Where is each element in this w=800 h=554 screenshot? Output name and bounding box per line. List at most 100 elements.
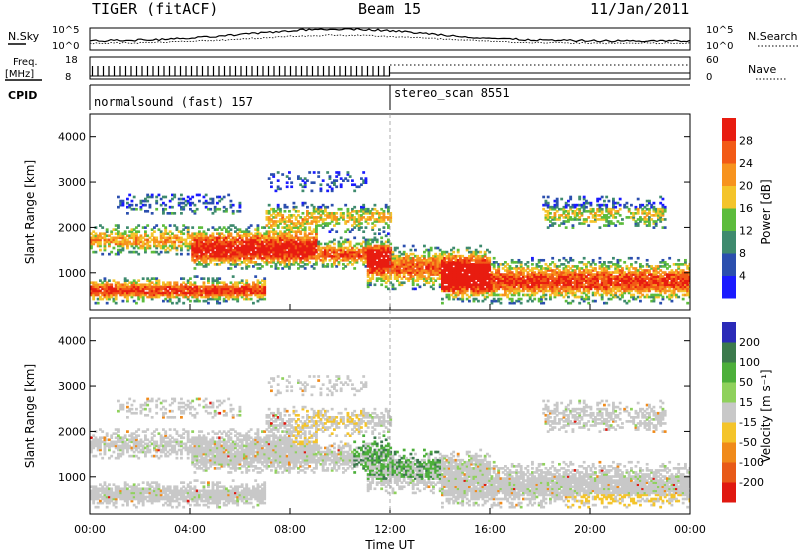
power-cell: [204, 295, 208, 299]
power-cell: [380, 273, 384, 276]
power-cell: [418, 265, 422, 268]
power-cell: [625, 301, 629, 305]
power-cell: [558, 265, 561, 268]
power-cell: [589, 201, 593, 205]
power-cell: [177, 240, 181, 244]
power-cell: [371, 265, 375, 268]
power-cell: [195, 252, 199, 256]
power-cell: [180, 201, 183, 205]
power-cell: [524, 287, 528, 291]
power-cell: [389, 248, 393, 252]
power-cell: [578, 281, 582, 285]
power-cell: [627, 299, 631, 303]
power-cell: [429, 271, 433, 274]
power-cell: [198, 193, 201, 197]
power-cell: [209, 289, 213, 293]
power-cell: [627, 287, 631, 291]
power-cell: [418, 271, 422, 274]
power-cell: [258, 254, 262, 258]
power-cell: [425, 263, 429, 266]
power-cell: [389, 273, 393, 276]
power-cell: [202, 265, 206, 268]
power-cell: [486, 256, 489, 260]
power-cell: [249, 224, 253, 227]
power-cell: [126, 289, 129, 293]
power-cell: [623, 203, 627, 207]
power-cell: [488, 261, 492, 264]
power-cell: [308, 226, 312, 229]
power-cell: [90, 244, 93, 248]
power-cell: [393, 277, 397, 280]
power-cell: [589, 283, 593, 287]
power-cell: [612, 197, 615, 201]
power-cell: [477, 269, 480, 272]
power-cell: [587, 297, 591, 301]
power-cell: [308, 216, 312, 219]
power-cell: [186, 234, 190, 238]
power-cell: [175, 293, 179, 297]
power-cell: [112, 291, 116, 295]
power-cell: [477, 291, 480, 295]
power-cell: [508, 277, 512, 280]
power-cell: [193, 287, 197, 291]
power-cell: [218, 232, 222, 236]
power-cell: [450, 273, 453, 276]
power-cell: [418, 269, 422, 272]
power-cell: [398, 263, 402, 266]
power-cell: [299, 242, 303, 246]
power-cell: [432, 256, 435, 260]
power-cell: [549, 285, 552, 289]
power-cell: [261, 240, 264, 244]
power-cell: [276, 187, 280, 191]
power-cell: [103, 240, 107, 244]
power-cell: [587, 269, 591, 272]
power-cell: [630, 285, 633, 289]
power-cell: [342, 252, 345, 256]
power-cell: [200, 277, 204, 280]
power-cell: [405, 277, 408, 280]
power-cell: [209, 197, 213, 201]
power-cell: [639, 279, 642, 283]
power-cell: [409, 265, 413, 268]
power-cell: [594, 269, 597, 272]
power-cell: [495, 261, 498, 264]
power-cell: [288, 224, 291, 227]
power-cell: [636, 197, 640, 201]
power-cell: [168, 230, 172, 234]
power-cell: [648, 222, 651, 225]
power-cell: [564, 287, 568, 291]
power-cell: [450, 283, 453, 287]
power-cell: [472, 279, 476, 283]
power-cell: [184, 199, 188, 203]
power-cell: [234, 246, 237, 250]
power-cell: [355, 246, 359, 250]
power-cell: [614, 224, 618, 227]
power-cell: [346, 214, 350, 217]
power-cell: [216, 287, 219, 291]
power-cell: [195, 285, 199, 289]
power-cell: [558, 224, 561, 227]
power-cell: [195, 275, 199, 278]
power-cell: [94, 281, 98, 285]
power-cell: [150, 212, 154, 215]
power-cell: [258, 281, 262, 285]
power-cell: [182, 207, 186, 211]
power-cell: [267, 252, 271, 256]
power-cell: [553, 273, 557, 276]
power-cell: [297, 256, 300, 260]
power-cell: [591, 293, 595, 297]
power-cell: [211, 244, 215, 248]
power-cell: [301, 222, 305, 225]
power-cell: [301, 252, 305, 256]
power-cell: [450, 267, 453, 270]
power-cell: [297, 263, 300, 266]
power-cell: [155, 250, 159, 254]
power-cell: [261, 242, 264, 246]
power-cell: [175, 252, 179, 256]
power-cell: [387, 261, 390, 264]
power-cell: [216, 238, 219, 242]
power-cell: [283, 244, 287, 248]
power-cell: [465, 265, 469, 268]
power-cell: [447, 258, 451, 262]
power-cell: [652, 269, 656, 272]
